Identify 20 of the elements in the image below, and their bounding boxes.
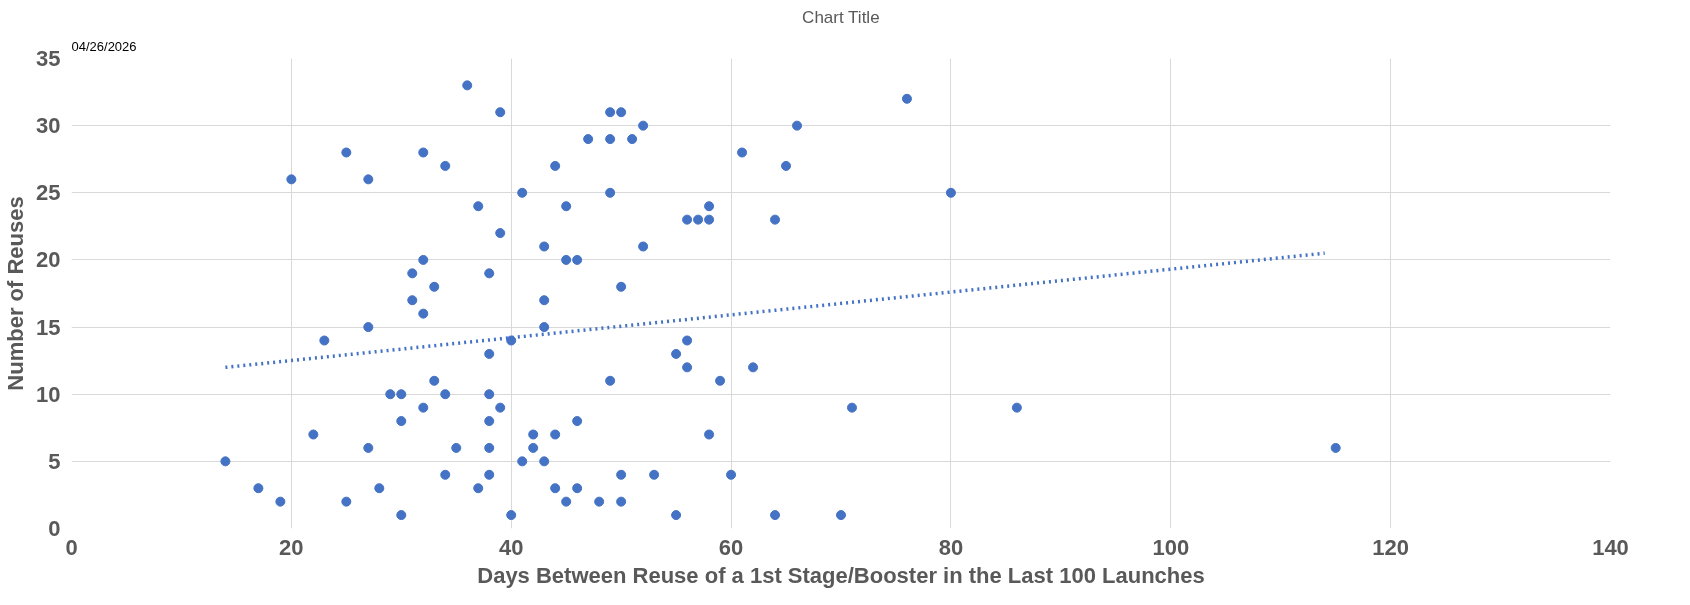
y-axis-title: Number of Reuses [3,196,29,391]
chart-title: Chart Title [802,7,880,27]
x-tick-label: 0 [65,534,78,560]
y-tick-label: 30 [36,113,61,139]
x-tick-label: 140 [1592,534,1629,560]
y-tick-label: 35 [36,46,61,71]
text: 04/26/2026 [71,38,137,54]
x-tick-label: 20 [279,534,304,560]
x-tick-label: 80 [938,534,964,560]
x-axis-title: Days Between Reuse of a 1st Stage/Booster in the Last 100 Launches [477,562,1205,588]
x-tick-label: 60 [718,534,744,560]
x-tick-label: 100 [1152,534,1190,560]
y-tick-label: 0 [48,516,61,541]
x-tick-label: 120 [1372,534,1410,560]
y-tick-label: 5 [48,448,61,474]
y-tick-label: 15 [36,314,61,340]
y-tick-label: 10 [36,381,61,407]
y-tick-label: 20 [36,247,61,273]
x-tick-label: 40 [498,534,524,560]
y-tick-label: 25 [36,180,61,206]
